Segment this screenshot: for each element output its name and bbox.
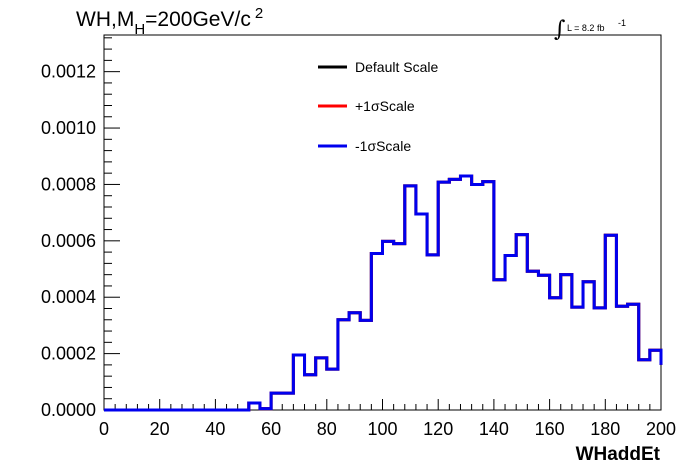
x-tick-label: 200	[646, 419, 676, 439]
chart-title: WH,MH=200GeV/c 2	[76, 5, 263, 38]
title-prefix: WH,M	[76, 8, 134, 31]
title-superscript: 2	[255, 5, 263, 22]
legend-entry: -1σScale	[318, 138, 411, 154]
legend: Default Scale +1σScale -1σScale	[318, 59, 438, 154]
luminosity-text: L = 8.2 fb	[567, 23, 604, 33]
y-tick-label: 0.0004	[41, 287, 96, 307]
legend-entry: Default Scale	[318, 59, 438, 75]
y-tick-label: 0.0002	[41, 344, 96, 364]
title-subscript: H	[134, 21, 145, 38]
y-tick-label: 0.0010	[41, 118, 96, 138]
legend-label: +1σScale	[355, 98, 415, 114]
luminosity-label: ∫ L = 8.2 fb -1	[554, 17, 626, 42]
title-main: =200GeV/c	[145, 8, 251, 31]
integral-symbol: ∫	[554, 17, 566, 42]
x-axis-label: WHaddEt	[576, 444, 661, 465]
x-tick-label: 160	[535, 419, 565, 439]
legend-label: -1σScale	[355, 138, 411, 154]
legend-label: Default Scale	[355, 59, 438, 75]
y-tick-label: 0.0008	[41, 174, 96, 194]
y-tick-label: 0.0000	[41, 400, 96, 420]
x-tick-label: 60	[261, 419, 281, 439]
y-tick-label: 0.0012	[41, 62, 96, 82]
legend-entry: +1σScale	[318, 98, 415, 114]
luminosity-exponent: -1	[618, 18, 626, 28]
series-layer	[104, 174, 663, 412]
x-tick-label: 80	[317, 419, 337, 439]
x-tick-label: 140	[479, 419, 509, 439]
y-tick-label: 0.0006	[41, 231, 96, 251]
x-tick-label: 180	[590, 419, 620, 439]
x-tick-label: 40	[205, 419, 225, 439]
x-tick-label: 0	[99, 419, 109, 439]
x-tick-label: 20	[150, 419, 170, 439]
x-tick-label: 120	[423, 419, 453, 439]
series-2-line	[104, 174, 663, 412]
axes: 0 20 40 60 80 100 120 140 160 180 200 0.0000 0.0002 0…	[41, 37, 676, 439]
x-tick-label: 100	[367, 419, 397, 439]
